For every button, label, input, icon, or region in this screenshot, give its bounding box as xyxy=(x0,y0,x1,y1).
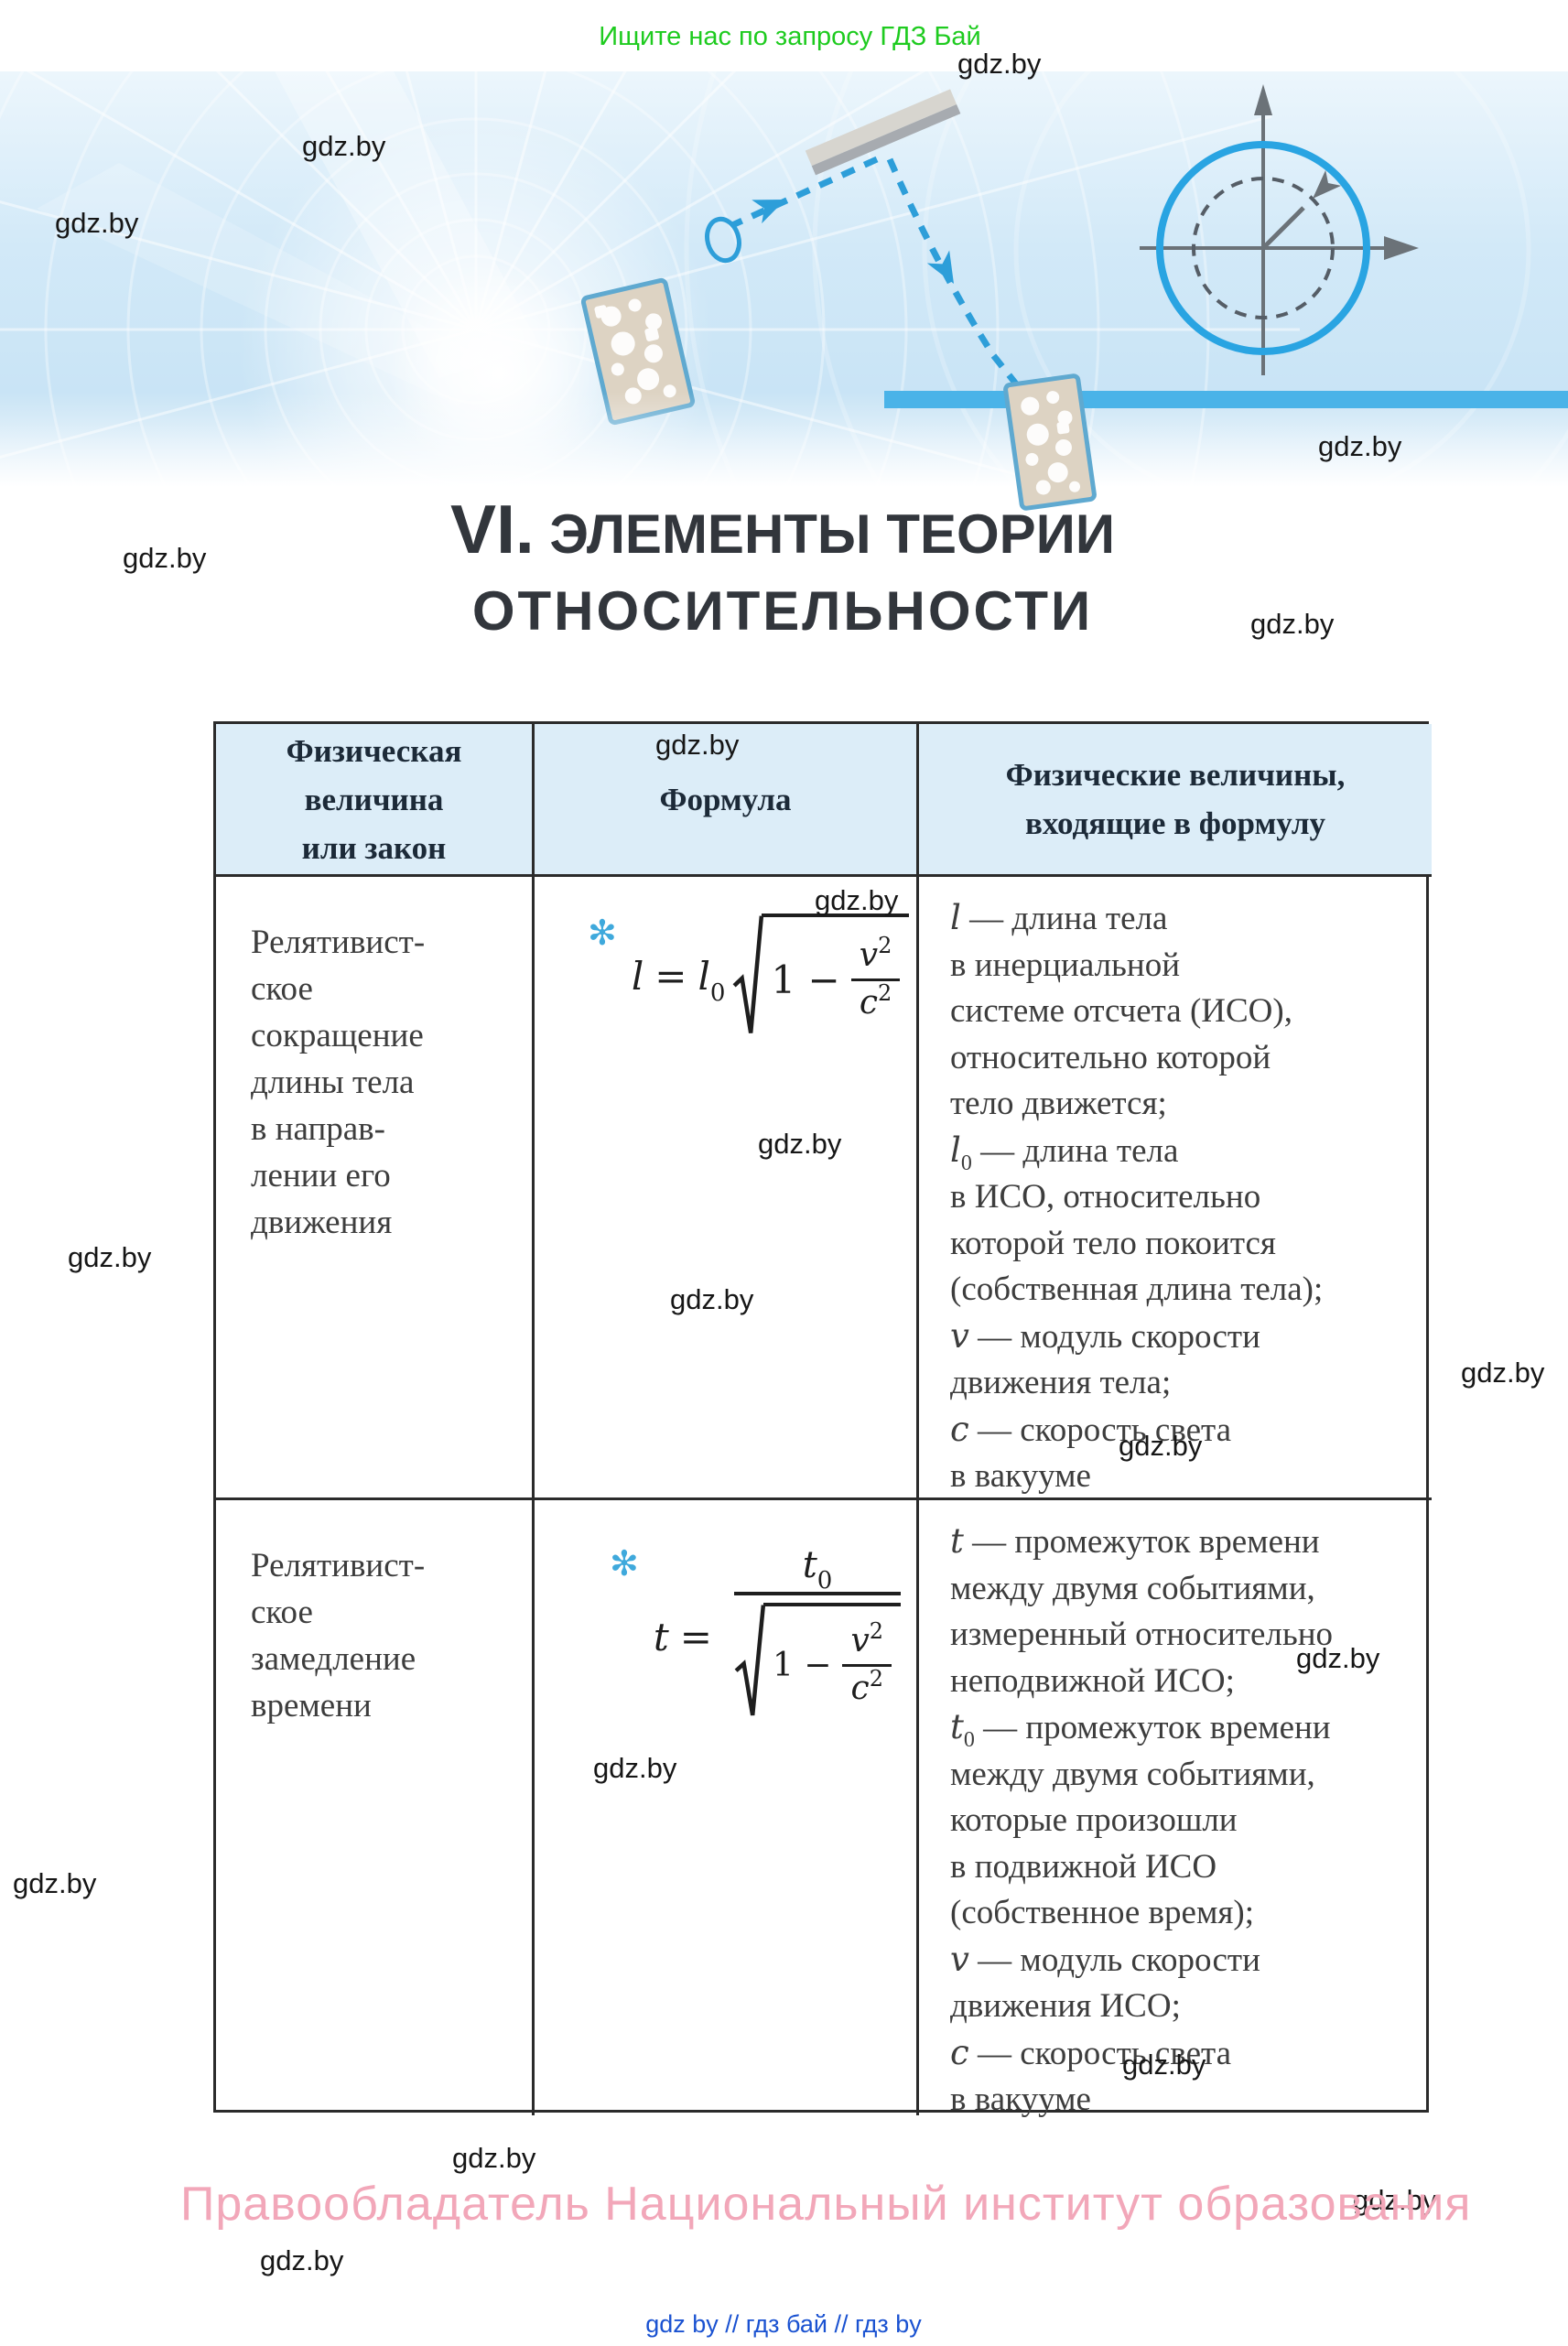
ray-arrowhead-right xyxy=(926,250,954,284)
sqrt-radical: 1 − v2 c2 xyxy=(732,914,910,1038)
formula-time-dilation: ✻ t = t0 1 − v2 c2 xyxy=(610,1543,902,1729)
quantity-line: измеренный относительно xyxy=(950,1616,1334,1653)
row-time-dilation-formula-cell: ✻ t = t0 1 − v2 c2 xyxy=(532,1497,916,2115)
particle-card-icon xyxy=(1003,373,1097,511)
quantity-line: v — модуль скорости xyxy=(950,1315,1260,1356)
quantity-line: в инерциальной xyxy=(950,946,1181,984)
quantity-line: неподвижной ИСО; xyxy=(950,1661,1235,1700)
beam-bar xyxy=(884,391,1568,408)
quantity-line: l — длина тела xyxy=(950,898,1168,937)
table-header-quantities-in-formula: Физические величины, входящие в формулу xyxy=(916,724,1432,874)
watermark: gdz.by xyxy=(452,2142,536,2174)
watermark: gdz.by xyxy=(55,207,139,239)
quantity-line: в ИСО, относительно xyxy=(950,1178,1261,1216)
row-length-contraction-quantities: l — длина тела в инерциальной системе отсч… xyxy=(916,874,1432,1497)
watermark: gdz.by xyxy=(260,2244,344,2276)
quantity-line: движения тела; xyxy=(950,1364,1172,1401)
watermark: gdz.by xyxy=(758,1128,842,1160)
quantity-line: в вакууме xyxy=(950,2081,1091,2118)
light-clock-icon xyxy=(1140,84,1419,375)
footer-links: gdz by // гдз бай // гдз by xyxy=(645,2310,922,2338)
row-time-dilation-name: Релятивист- ское замедление времени xyxy=(216,1497,532,2115)
banner-fade xyxy=(0,392,1568,511)
quantity-line: (собственная длина тела); xyxy=(950,1270,1324,1308)
asterisk-marker: ✻ xyxy=(588,913,617,953)
watermark: gdz.by xyxy=(68,1241,152,1273)
watermark: gdz.by xyxy=(13,1867,97,1899)
watermark: gdz.by xyxy=(957,48,1042,80)
watermark: gdz.by xyxy=(1296,1642,1380,1674)
quantity-line: c — скорость света xyxy=(950,1409,1232,1449)
watermark: gdz.by xyxy=(302,130,386,162)
quantity-line: (собственное время); xyxy=(950,1894,1254,1931)
watermark: gdz.by xyxy=(1461,1357,1545,1389)
row-length-contraction-name: Релятивист- ское сокращение длины тела в… xyxy=(216,874,532,1497)
quantity-line: v — модуль скорости xyxy=(950,1939,1260,1979)
watermark: gdz.by xyxy=(815,884,899,916)
quantity-line: t — промежуток времени xyxy=(950,1521,1320,1561)
formula-lhs: t = xyxy=(653,1614,712,1659)
quantity-line: в вакууме xyxy=(950,1457,1091,1495)
quantity-line: t0 — промежуток времени xyxy=(950,1707,1331,1752)
watermark: gdz.by xyxy=(1318,430,1402,462)
quantity-line: относительно которой xyxy=(950,1038,1271,1076)
watermark: gdz.by xyxy=(670,1283,754,1315)
chapter-title: VI. ЭЛЕМЕНТЫ ТЕОРИИ ОТНОСИТЕЛЬНОСТИ xyxy=(137,489,1428,648)
table-header-formula: Формула xyxy=(532,724,916,874)
row-time-dilation-quantities: t — промежуток времени между двумя событи… xyxy=(916,1497,1432,2118)
watermark: gdz.by xyxy=(655,729,740,761)
relativity-illustration xyxy=(0,71,1568,511)
quantity-line: c — скорость света xyxy=(950,2032,1232,2072)
quantity-line: между двумя событиями, xyxy=(950,1569,1315,1607)
quantity-line: в подвижной ИСО xyxy=(950,1847,1217,1886)
v2-c2-fraction: v2 c2 xyxy=(842,1620,892,1707)
quantity-line: системе отсчета (ИСО), xyxy=(950,992,1292,1030)
photon-ring-icon xyxy=(705,216,741,264)
row-length-contraction-formula-cell: ✻ l = l0 1 − v2 c2 xyxy=(532,874,916,1497)
quantity-line: которые произошли xyxy=(950,1801,1238,1839)
sqrt-radical: 1 − v2 c2 xyxy=(734,1603,902,1720)
formula-length-contraction: ✻ l = l0 1 − v2 c2 xyxy=(588,913,910,1038)
quantity-line: l0 — длина тела xyxy=(950,1130,1179,1175)
copyright-text: Правообладатель Национальный институт об… xyxy=(180,2178,1472,2231)
quantity-line: тело движется; xyxy=(950,1085,1167,1122)
watermark: gdz.by xyxy=(123,542,207,574)
ray-arrowhead-left xyxy=(752,200,785,224)
v2-c2-fraction: v2 c2 xyxy=(850,935,901,1022)
asterisk-marker: ✻ xyxy=(610,1543,639,1584)
quantity-line: движения ИСО; xyxy=(950,1987,1181,2025)
mirror-icon xyxy=(805,89,961,176)
chapter-title-line2: ОТНОСИТЕЛЬНОСТИ xyxy=(471,580,1094,642)
watermark: gdz.by xyxy=(593,1752,677,1784)
watermark: gdz.by xyxy=(1119,1430,1203,1462)
light-ray-dashed xyxy=(730,156,1028,398)
quantity-line: которой тело покоится xyxy=(950,1224,1276,1262)
quantity-line: между двумя событиями, xyxy=(950,1755,1315,1793)
summary-table: Физическая величина или закон Формула Фи… xyxy=(213,721,1432,2118)
chapter-title-line1: VI. ЭЛЕМЕНТЫ ТЕОРИИ xyxy=(450,491,1115,568)
time-fraction: t0 1 − v2 c2 xyxy=(733,1544,902,1729)
formula-lhs: l = l0 xyxy=(631,953,726,1007)
chapter-number: VI. xyxy=(450,491,535,568)
watermark: gdz.by xyxy=(1122,2049,1206,2081)
watermark: gdz.by xyxy=(1250,608,1335,640)
watermark: gdz.by xyxy=(1353,2184,1437,2216)
table-header-quantity: Физическая величина или закон xyxy=(216,724,532,874)
promo-banner-text: Ищите нас по запросу ГДЗ Бай xyxy=(599,22,981,51)
